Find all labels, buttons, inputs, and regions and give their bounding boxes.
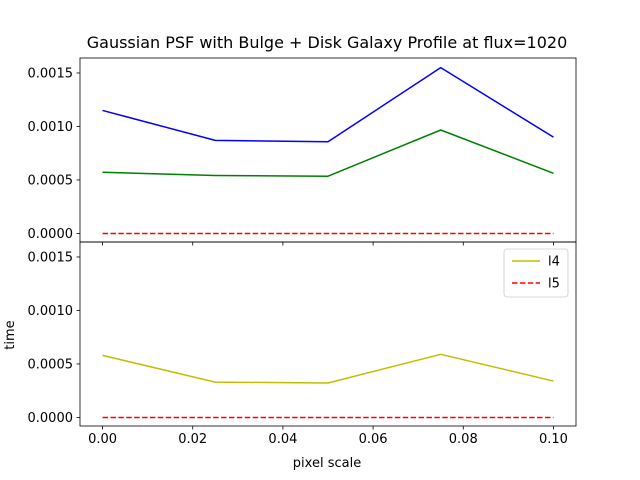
panel-1-series-2-line bbox=[102, 129, 554, 177]
x-tick-label: 0.00 bbox=[88, 432, 117, 447]
x-axis-label: pixel scale bbox=[293, 456, 361, 471]
panels: 0.00000.00050.00100.00150.00000.00050.00… bbox=[28, 57, 577, 447]
panel-2-frame bbox=[79, 241, 577, 427]
panel-1-y-tick-label: 0.0005 bbox=[28, 173, 74, 188]
panel-1-series-1-line bbox=[102, 66, 554, 143]
panel-2-series-1-line bbox=[102, 353, 554, 384]
panel-1-frame bbox=[79, 57, 577, 243]
y-axis-label: time bbox=[3, 320, 18, 349]
panel-2-y-tick-label: 0.0005 bbox=[28, 357, 74, 372]
panel-1: 0.0000 0.0005 0.0010 0.0015 bbox=[28, 57, 577, 246]
panel-1-y-tick-label: 0.0015 bbox=[28, 66, 74, 81]
x-tick-label: 0.06 bbox=[359, 432, 388, 447]
x-tick-label: 0.04 bbox=[268, 432, 297, 447]
panel-2-y-tick-label: 0.0000 bbox=[28, 411, 74, 426]
panel-2: 0.0000 0.0005 0.0010 0.0015 0.00 0.02 0.04 0.06… bbox=[28, 241, 577, 447]
legend-label-l5: l5 bbox=[548, 277, 560, 292]
panel-2-y-tick-label: 0.0015 bbox=[28, 250, 74, 265]
panel-1-y-tick-label: 0.0000 bbox=[28, 227, 74, 242]
x-tick-label: 0.10 bbox=[539, 432, 568, 447]
panel-2-y-tick-label: 0.0010 bbox=[28, 304, 74, 319]
x-tick-label: 0.02 bbox=[178, 432, 207, 447]
panel-1-y-tick-label: 0.0010 bbox=[28, 120, 74, 135]
chart-title: Gaussian PSF with Bulge + Disk Galaxy Pr… bbox=[87, 33, 568, 52]
legend-label-l4: l4 bbox=[548, 255, 560, 270]
x-tick-label: 0.08 bbox=[449, 432, 478, 447]
